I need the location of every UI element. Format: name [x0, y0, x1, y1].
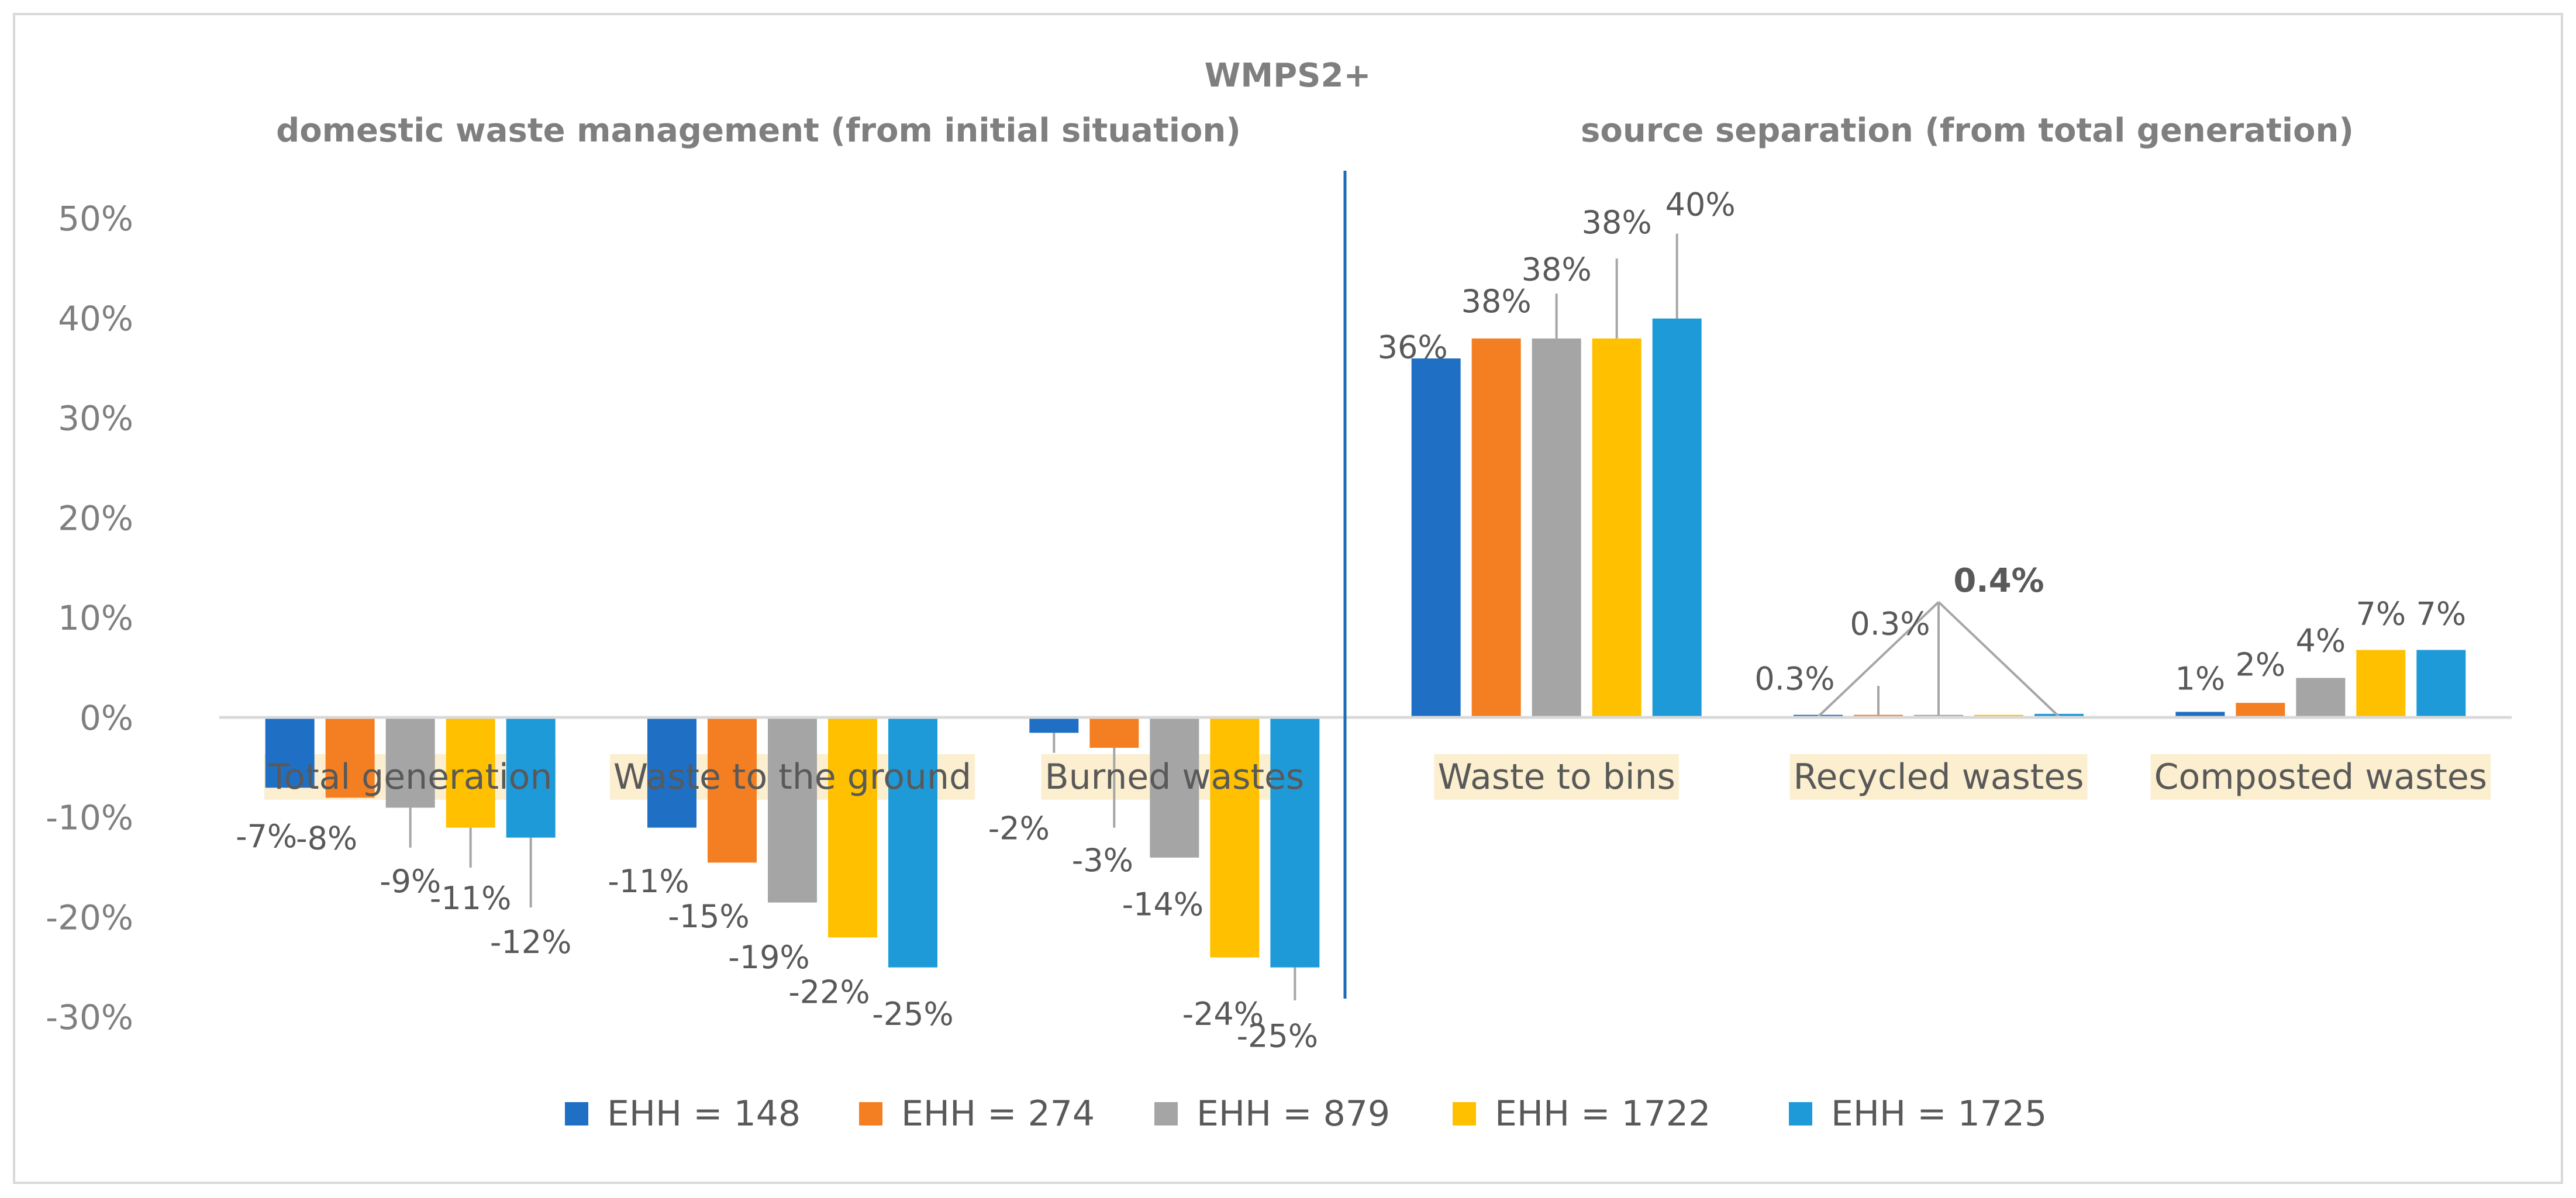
bar [1150, 717, 1199, 858]
data-label: -25% [872, 996, 954, 1033]
legend-label: EHH = 274 [901, 1093, 1095, 1134]
y-tick-label: -30% [46, 997, 133, 1037]
chart-frame [13, 13, 2563, 1184]
data-label: 1% [2175, 660, 2225, 697]
bar [1592, 338, 1642, 718]
y-tick-label: 20% [58, 498, 133, 538]
legend-label: EHH = 1725 [1831, 1093, 2047, 1134]
bar [1089, 717, 1139, 748]
category-label-bg [1789, 754, 2088, 800]
data-label: -11% [608, 863, 689, 900]
data-label: -7% [236, 818, 297, 855]
leader-line [1937, 601, 2060, 718]
legend-label: EHH = 1722 [1495, 1093, 1711, 1134]
chart-title: WMPS2+ [1205, 57, 1371, 95]
category-label-bg [2150, 754, 2491, 800]
legend-label: EHH = 148 [607, 1093, 801, 1134]
y-tick-label: 10% [58, 598, 133, 638]
data-label: -14% [1122, 886, 1204, 923]
bar [1532, 338, 1581, 718]
bar [2296, 678, 2346, 718]
bar [828, 717, 877, 938]
bar [1471, 338, 1521, 718]
bar [2356, 650, 2406, 718]
data-label: 7% [2356, 595, 2406, 632]
data-label: 0.4% [1953, 562, 2044, 600]
panel-title-right: source separation (from total generation… [1581, 112, 2354, 150]
data-label: -15% [668, 898, 750, 935]
bar [2236, 703, 2285, 718]
category-label: Composted wastes [2154, 757, 2488, 797]
legend-swatch [859, 1102, 882, 1126]
category-label-bg [1434, 754, 1679, 800]
data-label: 0.3% [1754, 660, 1834, 697]
y-tick-label: 0% [80, 698, 133, 738]
data-label: -25% [1237, 1018, 1319, 1055]
data-label: -2% [988, 810, 1050, 847]
y-tick-label: 30% [58, 399, 133, 439]
legend-swatch [565, 1102, 588, 1126]
category-label: Waste to bins [1437, 757, 1675, 797]
data-label: 4% [2295, 623, 2346, 660]
data-label: 40% [1665, 186, 1736, 223]
y-tick-label: 50% [58, 199, 133, 239]
bar [2416, 650, 2466, 718]
legend-label: EHH = 879 [1196, 1093, 1390, 1134]
bar [708, 717, 757, 863]
data-label: -19% [728, 939, 810, 976]
category-label: Total generation [268, 757, 553, 797]
y-tick-label: -20% [46, 897, 133, 937]
bar [1270, 717, 1320, 968]
data-label: 7% [2416, 595, 2466, 632]
data-label: 38% [1522, 251, 1592, 288]
category-label: Burned wastes [1044, 757, 1304, 797]
data-label: -9% [380, 863, 441, 900]
bar [1029, 717, 1079, 733]
bar [506, 717, 556, 838]
y-tick-label: 40% [58, 299, 133, 339]
bar [888, 717, 937, 968]
category-label: Waste to the ground [613, 757, 971, 797]
bar [446, 717, 495, 828]
bar [265, 717, 315, 788]
data-label: 38% [1582, 204, 1652, 241]
data-label: 2% [2235, 647, 2285, 683]
legend-swatch [1789, 1102, 1812, 1126]
bar [1652, 318, 1702, 718]
legend-swatch [1453, 1102, 1476, 1126]
data-label: -12% [490, 924, 572, 961]
data-label: -8% [296, 820, 357, 857]
bar [768, 717, 817, 903]
data-label: -22% [788, 974, 870, 1011]
leader-line [1817, 601, 1940, 718]
data-label: 38% [1461, 283, 1532, 320]
bar [1411, 358, 1461, 718]
bar [385, 717, 435, 808]
data-label: 36% [1378, 329, 1448, 366]
category-label: Recycled wastes [1794, 757, 2084, 797]
data-label: -24% [1182, 996, 1264, 1033]
panel-title-left: domestic waste management (from initial … [276, 112, 1241, 150]
bar [325, 717, 375, 798]
bar [1210, 717, 1260, 958]
data-label: 0.3% [1850, 606, 1930, 643]
bar [647, 717, 696, 828]
data-label: -11% [430, 880, 512, 917]
y-tick-label: -10% [46, 798, 133, 838]
legend-swatch [1154, 1102, 1178, 1126]
data-label: -3% [1072, 842, 1133, 879]
bar [2175, 712, 2225, 718]
